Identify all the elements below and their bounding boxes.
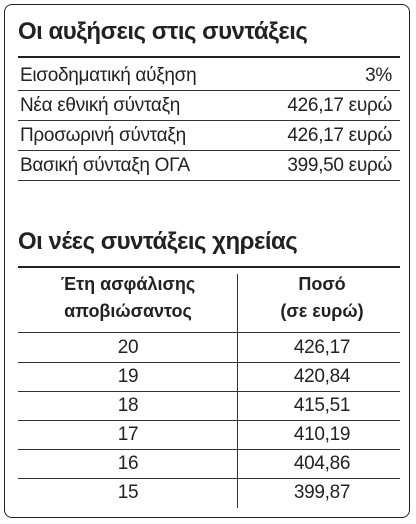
row-label: Νέα εθνική σύνταξη	[20, 95, 181, 116]
row-years: 20	[117, 337, 139, 358]
column-header: Ποσό	[298, 274, 346, 294]
row-years: 16	[117, 453, 139, 474]
column-header: Έτη ασφάλισης	[60, 274, 196, 294]
rule	[18, 56, 400, 58]
row-line	[18, 391, 400, 392]
row-value: 426,17 ευρώ	[287, 95, 392, 116]
row-line	[18, 420, 400, 421]
row-amount: 404,86	[293, 453, 351, 474]
column-header: αποβιώσαντος	[64, 301, 192, 321]
row-amount: 415,51	[293, 395, 351, 416]
frame	[4, 4, 410, 518]
row-value: 399,50 ευρώ	[287, 155, 392, 176]
row-value: 3%	[365, 65, 392, 86]
row-amount: 426,17	[293, 337, 351, 358]
row-line	[18, 332, 400, 333]
row-amount: 410,19	[293, 424, 351, 445]
section-title: Οι νέες συντάξεις χηρείας	[18, 228, 298, 255]
row-line	[18, 449, 400, 450]
row-years: 18	[117, 395, 139, 416]
row-label: Εισοδηματική αύξηση	[20, 65, 197, 86]
row-line	[18, 180, 400, 181]
row-label: Προσωρινή σύνταξη	[20, 125, 186, 146]
row-years: 17	[117, 424, 139, 445]
row-amount: 420,84	[293, 366, 351, 387]
column-header: (σε ευρώ)	[280, 301, 364, 321]
row-value: 426,17 ευρώ	[287, 125, 392, 146]
rule	[18, 266, 400, 268]
row-years: 19	[117, 366, 139, 387]
row-amount: 399,87	[293, 482, 351, 503]
row-line	[18, 120, 400, 121]
row-line	[18, 150, 400, 151]
row-line	[18, 90, 400, 91]
section-title: Οι αυξήσεις στις συντάξεις	[18, 18, 308, 45]
row-years: 15	[117, 482, 139, 503]
row-line	[18, 478, 400, 479]
row-line	[18, 362, 400, 363]
row-label: Βασική σύνταξη ΟΓΑ	[20, 155, 190, 176]
